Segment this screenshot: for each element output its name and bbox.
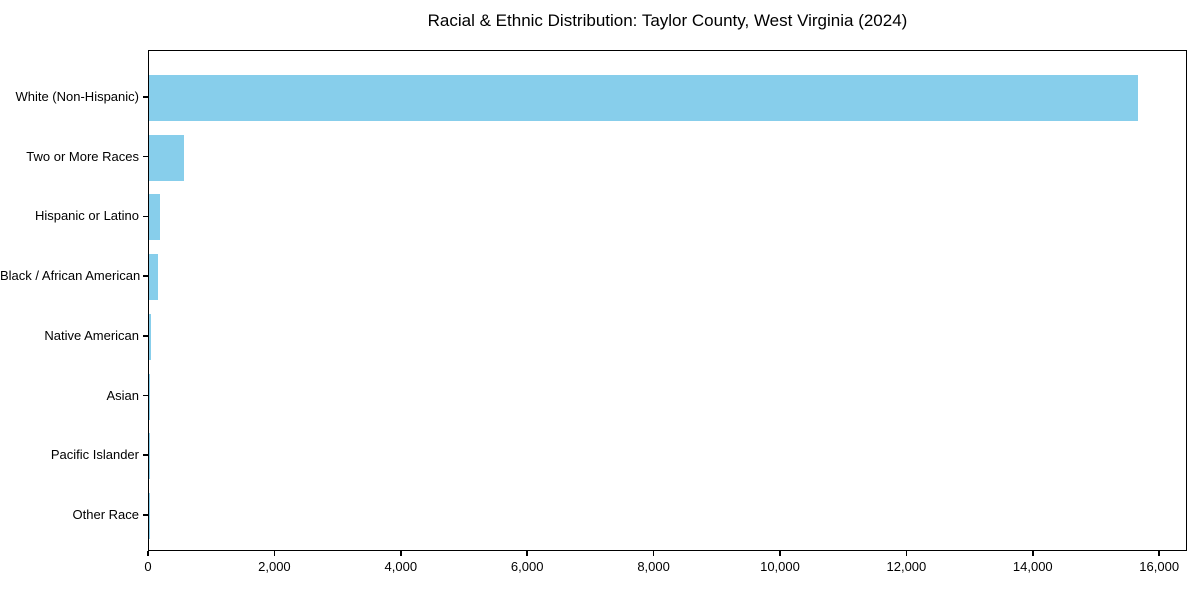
x-tick-label-10000: 10,000 bbox=[760, 559, 800, 574]
x-tick-mark bbox=[526, 551, 528, 556]
x-tick-mark bbox=[400, 551, 402, 556]
y-tick-mark bbox=[143, 96, 148, 98]
x-tick-label-4000: 4,000 bbox=[384, 559, 418, 574]
x-tick-mark bbox=[905, 551, 908, 556]
y-tick-label-native-american: Native American bbox=[44, 327, 139, 343]
bar-other-race bbox=[149, 492, 150, 539]
bar-native-american bbox=[149, 313, 151, 360]
x-tick-label-14000: 14,000 bbox=[1012, 559, 1053, 574]
chart-title: Racial & Ethnic Distribution: Taylor Cou… bbox=[427, 11, 908, 30]
x-tick-mark bbox=[1032, 551, 1034, 556]
y-tick-label-asian: Asian bbox=[106, 387, 139, 403]
x-tick-mark bbox=[273, 551, 276, 556]
y-tick-mark bbox=[143, 514, 148, 516]
bar-hispanic-or-latino bbox=[149, 194, 161, 241]
y-tick-label-hispanic-or-latino: Hispanic or Latino bbox=[34, 208, 139, 224]
x-tick-mark bbox=[779, 551, 781, 556]
x-tick-label-16000: 16,000 bbox=[1139, 559, 1180, 574]
y-tick-label-black-african-american: Black / African American bbox=[0, 268, 141, 284]
x-tick-mark bbox=[652, 551, 655, 556]
y-tick-label-pacific-islander: Pacific Islander bbox=[50, 447, 139, 463]
y-tick-mark bbox=[143, 215, 148, 218]
x-tick-label-12000: 12,000 bbox=[886, 559, 927, 574]
bar-two-or-more-races bbox=[149, 134, 185, 181]
bar-asian bbox=[149, 373, 150, 420]
x-tick-label-8000: 8,000 bbox=[637, 559, 670, 574]
x-tick-label-2000: 2,000 bbox=[258, 559, 291, 574]
x-tick-mark bbox=[1158, 551, 1160, 556]
plot-area bbox=[148, 50, 1187, 551]
y-tick-mark bbox=[143, 335, 148, 337]
y-tick-mark bbox=[143, 155, 148, 158]
bar-white-non-hispanic bbox=[149, 75, 1139, 121]
bar-black-african-american bbox=[149, 254, 158, 301]
y-tick-label-two-or-more-races: Two or More Races bbox=[26, 148, 139, 164]
x-tick-mark bbox=[147, 551, 149, 556]
y-tick-mark bbox=[143, 454, 148, 456]
y-tick-mark bbox=[143, 394, 148, 397]
x-tick-label-0: 0 bbox=[144, 559, 152, 574]
y-tick-mark bbox=[143, 275, 148, 277]
y-tick-label-other-race: Other Race bbox=[72, 506, 139, 522]
y-tick-label-white-non-hispanic: White (Non-Hispanic) bbox=[15, 89, 139, 104]
x-tick-label-6000: 6,000 bbox=[510, 559, 544, 574]
